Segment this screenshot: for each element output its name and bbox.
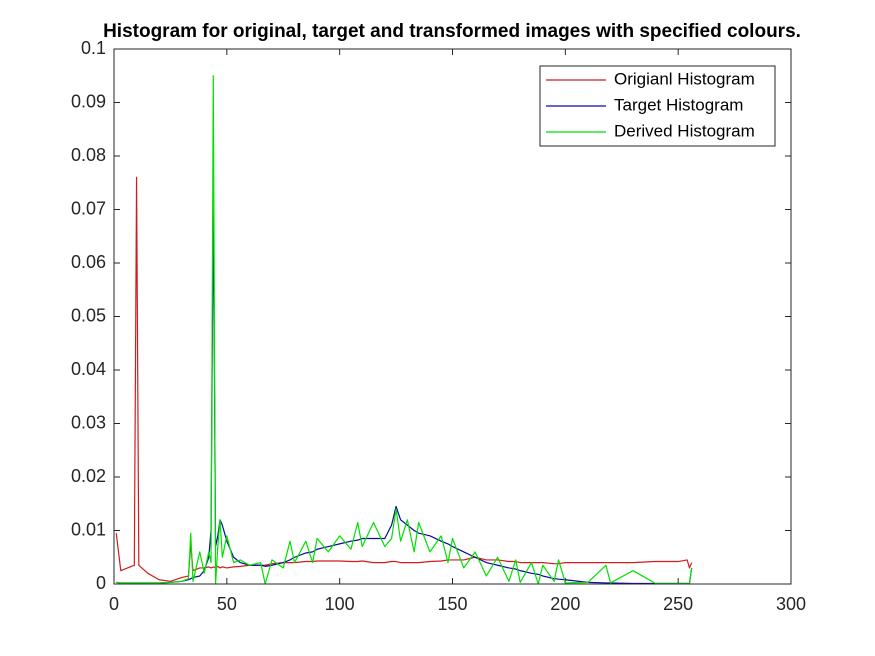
series-line [116, 75, 693, 585]
chart-title: Histogram for original, target and trans… [103, 21, 801, 42]
x-tick-label: 0 [109, 594, 119, 614]
y-tick-label: 0.06 [71, 252, 106, 272]
x-tick-label: 300 [776, 594, 806, 614]
legend-label: Target Histogram [614, 95, 743, 114]
legend-label: Origianl Histogram [614, 69, 755, 88]
x-tick-label: 250 [663, 594, 693, 614]
x-tick-label: 50 [217, 594, 237, 614]
y-tick-label: 0.08 [71, 145, 106, 165]
y-tick-label: 0.03 [71, 412, 106, 432]
plot-frame [113, 48, 792, 585]
y-tick-label: 0.05 [71, 305, 106, 325]
x-tick-label: 200 [550, 594, 580, 614]
x-tick-label: 100 [325, 594, 355, 614]
y-tick-label: 0.09 [71, 91, 106, 111]
y-tick-label: 0.01 [71, 519, 106, 539]
y-tick-label: 0.02 [71, 466, 106, 486]
x-tick-label: 150 [437, 594, 467, 614]
y-tick-label: 0 [96, 573, 106, 593]
y-tick-label: 0.1 [81, 38, 106, 58]
y-tick-label: 0.04 [71, 359, 106, 379]
series-line [115, 176, 693, 582]
y-tick-label: 0.07 [71, 198, 106, 218]
legend-label: Derived Histogram [614, 121, 755, 140]
